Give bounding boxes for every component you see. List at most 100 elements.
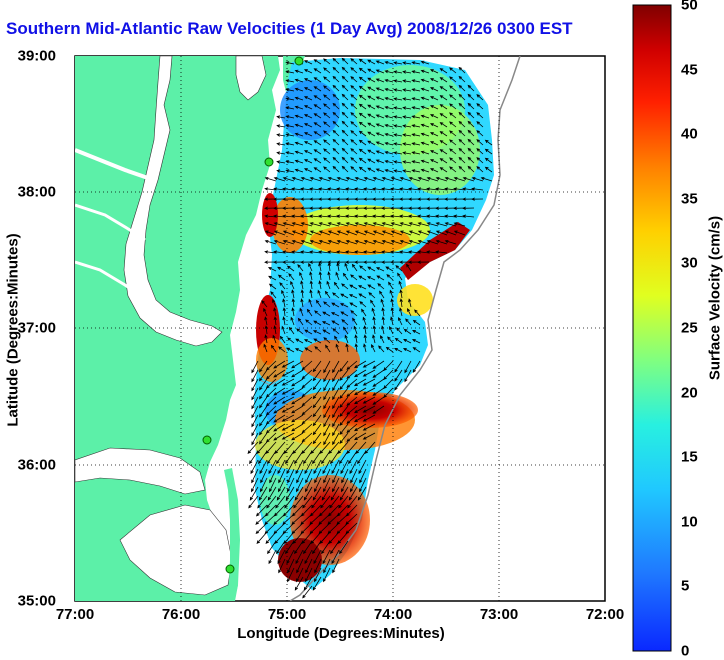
velocity-arrow: [278, 468, 286, 484]
velocity-arrow: [259, 405, 268, 418]
velocity-arrow: [380, 298, 385, 308]
velocity-arrow: [272, 334, 277, 344]
velocity-arrow: [291, 222, 304, 227]
velocity-arrow: [417, 240, 430, 245]
velocity-arrow: [384, 97, 394, 101]
velocity-arrow: [278, 477, 286, 493]
velocity-arrow: [277, 549, 286, 565]
velocity-arrow: [276, 450, 286, 465]
velocity-arrow: [301, 360, 313, 371]
velocity-arrow: [273, 230, 286, 236]
velocity-arrow: [255, 522, 268, 535]
velocity-arrow: [336, 240, 349, 245]
velocity-arrow: [372, 405, 385, 414]
velocity-arrow: [366, 276, 376, 281]
velocity-arrow: [449, 148, 457, 155]
velocity-arrow: [249, 450, 259, 465]
velocity-arrow: [309, 250, 322, 254]
velocity-arrow: [318, 240, 331, 245]
velocity-arrow: [426, 187, 439, 191]
delaware-bay: [235, 56, 267, 101]
velocity-arrow: [367, 266, 376, 272]
velocity-arrow: [269, 468, 277, 484]
velocity-arrow: [462, 206, 475, 210]
velocity-arrow: [384, 160, 394, 164]
velocity-arrow: [372, 214, 385, 218]
velocity-arrow: [345, 522, 358, 535]
velocity-arrow: [411, 79, 421, 83]
velocity-arrow: [389, 325, 394, 335]
velocity-arrow: [353, 423, 367, 432]
velocity-arrow: [420, 78, 430, 83]
velocity-arrow: [350, 103, 358, 110]
velocity-arrow: [312, 540, 322, 555]
velocity-arrow: [251, 423, 259, 437]
velocity-arrow: [273, 360, 286, 369]
velocity-arrow: [305, 319, 313, 326]
velocity-arrow: [467, 129, 475, 137]
velocity-arrow: [402, 61, 412, 65]
velocity-arrow: [342, 272, 349, 281]
velocity-arrow: [277, 459, 286, 475]
velocity-arrow: [270, 344, 277, 353]
velocity-arrow: [341, 75, 349, 83]
velocity-arrow: [323, 103, 331, 110]
velocity-arrow: [303, 339, 313, 344]
velocity-arrow: [318, 214, 331, 218]
velocity-arrow: [339, 405, 349, 418]
velocity-arrow: [362, 369, 376, 377]
velocity-arrow: [350, 166, 358, 173]
velocity-arrow: [453, 222, 466, 227]
velocity-arrow: [351, 263, 358, 272]
velocity-arrow: [346, 405, 358, 416]
velocity-arrow: [281, 405, 295, 413]
velocity-arrow: [294, 132, 304, 137]
velocity-arrow: [249, 486, 259, 501]
velocity-arrow: [325, 344, 331, 353]
x-axis-label: Longitude (Degrees:Minutes): [237, 625, 445, 642]
velocity-arrow: [367, 284, 376, 290]
velocity-arrow: [381, 187, 394, 191]
velocity-arrow: [273, 325, 277, 335]
velocity-arrow: [303, 60, 313, 65]
velocity-arrow: [358, 112, 367, 119]
velocity-arrow: [444, 222, 457, 227]
velocity-arrow: [444, 214, 457, 218]
velocity-arrow: [324, 290, 331, 299]
velocity-arrow: [429, 96, 439, 101]
velocity-arrow: [339, 360, 349, 373]
velocity-arrow: [273, 387, 286, 396]
velocity-arrow: [323, 423, 331, 437]
velocity-arrow: [264, 187, 277, 191]
velocity-arrow: [358, 166, 367, 173]
velocity-arrow: [435, 214, 448, 218]
velocity-arrow: [304, 347, 313, 353]
velocity-arrow: [358, 121, 367, 128]
velocity-arrow: [318, 522, 331, 535]
velocity-arrow: [358, 76, 367, 83]
velocity-arrow: [285, 160, 295, 164]
velocity-arrow: [375, 141, 385, 146]
velocity-arrow: [426, 240, 439, 245]
velocity-arrow: [301, 432, 313, 443]
velocity-arrow: [329, 495, 340, 509]
colorbar-tick-label: 10: [681, 513, 698, 531]
velocity-arrow: [420, 69, 430, 74]
velocity-arrow: [308, 298, 313, 308]
velocity-arrow: [363, 240, 376, 245]
velocity-arrow: [294, 105, 304, 110]
velocity-arrow: [420, 87, 430, 92]
velocity-arrow: [429, 87, 439, 92]
velocity-arrow: [318, 177, 331, 182]
velocity-arrow: [294, 96, 304, 101]
velocity-arrow: [285, 540, 295, 555]
velocity-arrow: [286, 459, 295, 475]
velocity-arrow: [334, 335, 340, 344]
velocity-arrow: [367, 167, 376, 173]
velocity-arrow: [367, 77, 376, 83]
velocity-arrow: [439, 140, 448, 146]
velocity-arrow: [251, 360, 259, 374]
velocity-arrow: [313, 167, 322, 173]
velocity-arrow: [390, 298, 394, 308]
velocity-arrow: [285, 450, 295, 465]
